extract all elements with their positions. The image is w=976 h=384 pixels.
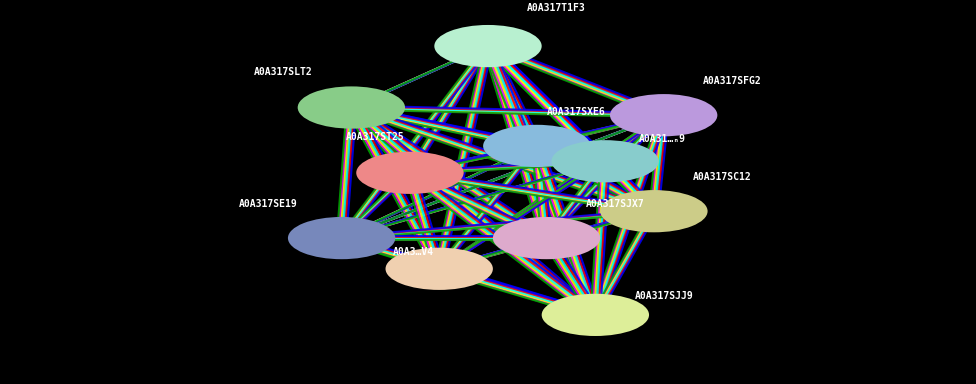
Text: A0A31…ₙ9: A0A31…ₙ9 [639, 134, 686, 144]
Text: A0A317SFG2: A0A317SFG2 [703, 76, 761, 86]
Circle shape [542, 294, 649, 336]
Text: A0A317SC12: A0A317SC12 [693, 172, 752, 182]
Circle shape [288, 217, 395, 259]
Text: A0A317ST25: A0A317ST25 [346, 132, 405, 142]
Circle shape [600, 190, 708, 232]
Circle shape [298, 86, 405, 129]
Circle shape [493, 217, 600, 259]
Circle shape [434, 25, 542, 67]
Circle shape [386, 248, 493, 290]
Text: A0A317SLT2: A0A317SLT2 [254, 67, 312, 77]
Text: A0A317SJX7: A0A317SJX7 [586, 199, 644, 209]
Circle shape [551, 140, 659, 182]
Text: A0A317SXE6: A0A317SXE6 [547, 107, 605, 117]
Circle shape [610, 94, 717, 136]
Text: A0A3…V4: A0A3…V4 [393, 247, 434, 257]
Circle shape [356, 152, 464, 194]
Text: A0A317SJJ9: A0A317SJJ9 [634, 291, 693, 301]
Text: A0A317SE19: A0A317SE19 [239, 199, 298, 209]
Circle shape [483, 125, 590, 167]
Text: A0A317T1F3: A0A317T1F3 [527, 3, 586, 13]
